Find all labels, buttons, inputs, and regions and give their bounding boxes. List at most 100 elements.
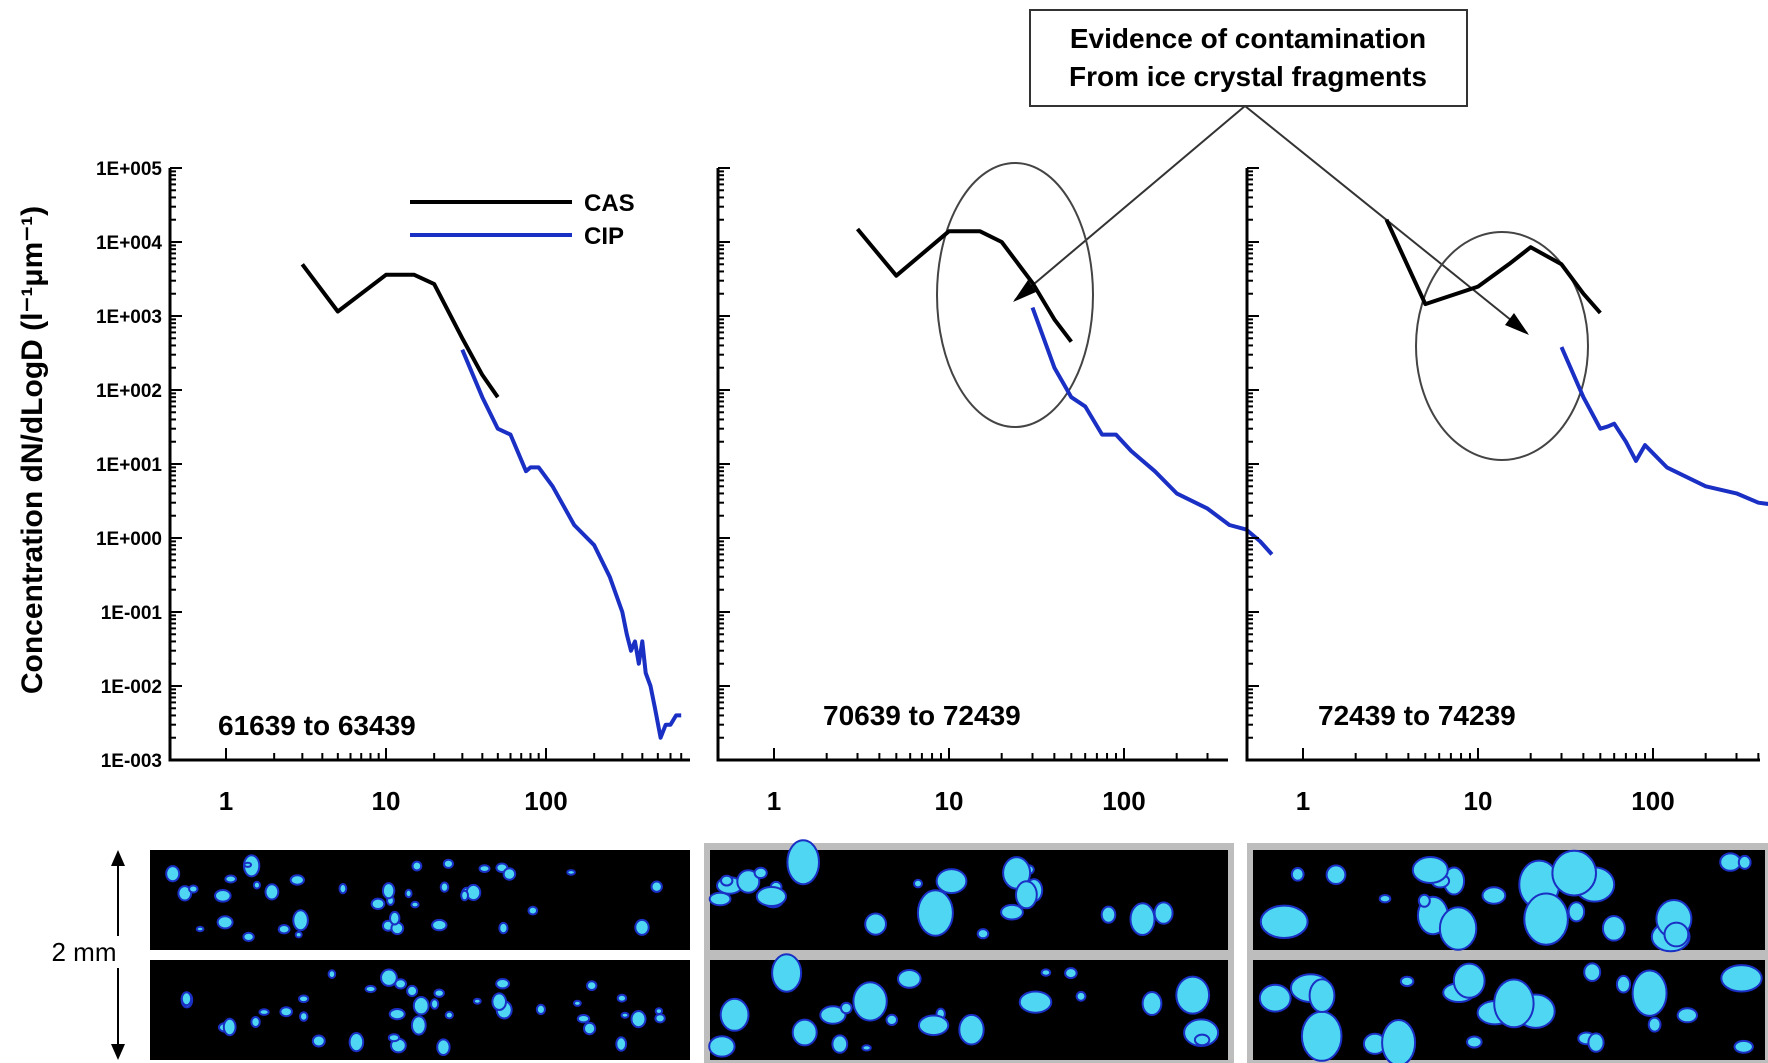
series-line-cas <box>1384 218 1602 315</box>
y-tick-label: 1E+003 <box>96 307 162 328</box>
annotation-arrowhead-2 <box>1505 313 1529 335</box>
particle <box>1737 854 1752 870</box>
particle <box>1587 1032 1605 1053</box>
scale-bar: 2 mm <box>36 850 132 1060</box>
particle <box>1719 852 1742 872</box>
particle <box>708 891 732 907</box>
y-tick-label: 1E+004 <box>96 233 162 254</box>
particle <box>861 1044 872 1052</box>
series-line-cip <box>1559 346 1768 506</box>
particle <box>1193 1033 1211 1047</box>
particle <box>831 1034 849 1054</box>
x-tick-label: 100 <box>524 786 567 816</box>
particle <box>1258 983 1292 1013</box>
particle <box>1481 886 1507 905</box>
particle <box>1583 962 1602 983</box>
particle <box>708 1035 736 1058</box>
x-tick-label: 10 <box>1464 786 1493 816</box>
particle <box>406 984 419 998</box>
series-line-cip <box>460 348 682 740</box>
particle <box>1567 901 1586 923</box>
time-range-label-2: 70639 to 72439 <box>823 700 1021 731</box>
chart-panel-3: 1 10 100 <box>1245 167 1768 816</box>
particle <box>180 991 193 1007</box>
y-tick-label: 1E+000 <box>96 529 162 550</box>
particle <box>1153 901 1174 925</box>
legend: CAS CIP <box>410 190 635 250</box>
particle-images <box>144 839 1768 1063</box>
particle <box>188 884 199 894</box>
annotation-arrow-2 <box>1244 105 1528 334</box>
particle <box>1493 978 1535 1029</box>
particle <box>412 996 430 1016</box>
particle <box>195 925 205 933</box>
x-tick-label: 100 <box>1631 786 1674 816</box>
particle <box>430 998 440 1010</box>
particle <box>917 1014 950 1037</box>
particle <box>478 864 491 873</box>
particle <box>1411 856 1449 884</box>
particle <box>433 988 445 998</box>
particle <box>1601 915 1626 942</box>
legend-label-cas: CAS <box>584 190 635 217</box>
y-axis-label: Concentration dN/dLogD (l⁻¹μm⁻¹) <box>16 206 49 694</box>
particle <box>436 1038 451 1056</box>
particle <box>224 874 237 884</box>
particle <box>840 1001 853 1015</box>
scale-arrow-up <box>111 850 125 866</box>
particle <box>634 918 650 936</box>
particle <box>460 889 470 902</box>
particle <box>1100 905 1117 924</box>
particle <box>1018 990 1053 1014</box>
particle <box>630 1010 647 1029</box>
particle <box>1308 978 1336 1013</box>
particle <box>258 1008 270 1016</box>
x-tick-label: 1 <box>1296 786 1310 816</box>
particle <box>277 924 291 935</box>
particle <box>389 910 401 926</box>
particle <box>1075 990 1087 1002</box>
particle <box>252 880 261 890</box>
particle <box>165 865 181 883</box>
series-line-cas <box>855 227 1073 343</box>
particle <box>1452 962 1486 999</box>
particle <box>958 1013 985 1046</box>
particle <box>1325 864 1347 886</box>
particle <box>615 1036 628 1052</box>
particle <box>242 931 255 943</box>
chart-panel-2: 1 10 100 <box>716 167 1274 816</box>
particle <box>442 858 454 869</box>
particle <box>583 1021 597 1036</box>
particle <box>299 1011 309 1022</box>
particle <box>916 889 954 937</box>
particle <box>1015 880 1038 910</box>
particle <box>1733 1039 1754 1054</box>
particle <box>1438 906 1478 951</box>
particle <box>250 1016 261 1028</box>
particle <box>410 900 420 909</box>
y-tick-label: 1E+001 <box>96 455 162 476</box>
particle <box>338 883 348 895</box>
particle <box>370 897 386 910</box>
particle <box>264 883 280 901</box>
particle <box>1399 975 1415 988</box>
particle <box>1175 975 1211 1015</box>
particle <box>380 968 398 987</box>
y-tick-label: 1E-002 <box>101 677 162 698</box>
particle <box>214 889 232 903</box>
particle <box>654 1013 666 1024</box>
particle <box>819 1005 847 1025</box>
particle <box>472 997 482 1005</box>
particle <box>654 1007 664 1015</box>
particle <box>364 984 377 994</box>
particle <box>791 1018 818 1047</box>
particle <box>573 999 582 1007</box>
particle <box>394 978 408 990</box>
axis-lines <box>1245 168 1760 762</box>
particle <box>864 912 887 936</box>
particle <box>1064 967 1078 980</box>
particle <box>1551 849 1597 897</box>
particle <box>1647 1016 1662 1033</box>
particle <box>327 969 337 979</box>
x-tick-label: 1 <box>767 786 781 816</box>
